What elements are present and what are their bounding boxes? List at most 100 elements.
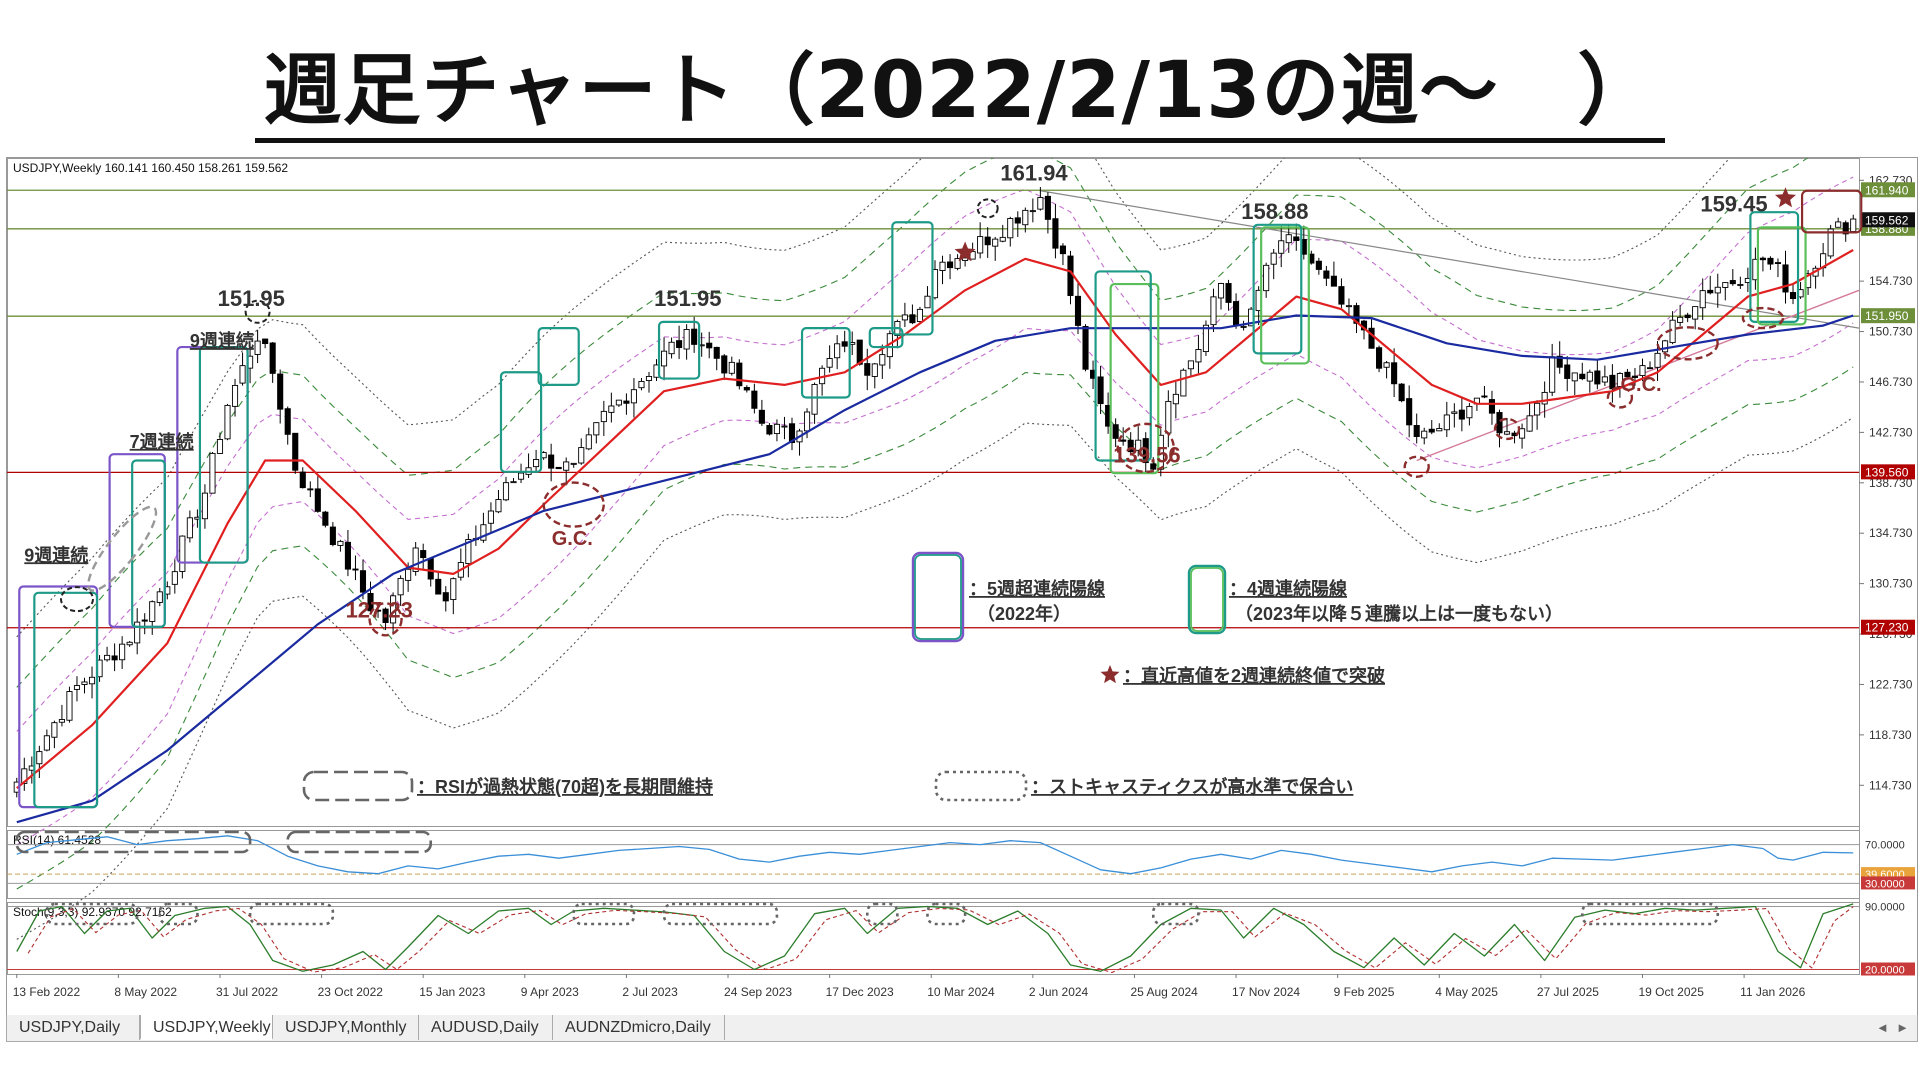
streak-label-1: 7週連続: [130, 431, 194, 452]
candle-body: [66, 691, 73, 721]
candle-body: [21, 768, 28, 784]
tab-audnzdmicro-daily[interactable]: AUDNZDmicro,Daily: [553, 1015, 725, 1040]
price-tick-label: 118.730: [1869, 728, 1912, 742]
level-badge-label-0: 161.940: [1865, 183, 1909, 197]
trendline-resistance: [1040, 190, 1860, 329]
rsi-label: RSI(14) 61.4528: [13, 833, 101, 847]
candle-body: [1029, 210, 1036, 213]
candle-body: [1263, 264, 1270, 292]
candle-body: [864, 363, 871, 376]
candle-body: [442, 592, 449, 602]
candle-body: [736, 362, 743, 387]
candle-body: [510, 481, 517, 484]
legend-teal-subtext: （2023年以降５連騰以上は一度もない）: [1235, 603, 1563, 624]
candle-body: [962, 257, 969, 261]
candle-body: [1556, 355, 1563, 368]
candle-body: [231, 384, 239, 407]
candle-body: [1202, 324, 1210, 353]
candle-body: [337, 540, 344, 546]
tab-usdjpy-daily[interactable]: USDJPY,Daily: [7, 1015, 140, 1040]
candle-body: [1662, 340, 1669, 353]
candle-body: [721, 355, 728, 374]
candle-body: [1421, 430, 1428, 439]
candle-body: [352, 568, 359, 571]
candle-body: [1609, 374, 1616, 390]
low-marker-oval-6: [1656, 326, 1719, 361]
rsi-panel-frame: [7, 830, 1860, 899]
candle-body: [841, 341, 848, 347]
page-title: 週足チャート（2022/2/13の週～ ）: [0, 28, 1920, 143]
candle-body: [1451, 411, 1458, 414]
x-tick-label-14: 4 May 2025: [1435, 985, 1498, 999]
candle-body: [1835, 221, 1842, 228]
envelope-band-1: [16, 417, 1854, 940]
candle-body: [1233, 301, 1240, 326]
candle-body: [36, 751, 43, 765]
candle-body: [480, 524, 487, 541]
tab-usdjpy-weekly[interactable]: USDJPY,Weekly: [140, 1015, 273, 1040]
star-marker-2026: [1775, 187, 1796, 208]
stoch-high-box-8: [1580, 902, 1720, 926]
candle-body: [73, 685, 81, 690]
candle-body: [1443, 414, 1450, 431]
candle-body: [593, 422, 600, 436]
streak-box-10: [891, 221, 934, 336]
candle-body: [630, 389, 637, 404]
stoch-high-box-0: [45, 902, 139, 926]
candle-body: [984, 236, 991, 246]
candle-body: [141, 619, 148, 622]
stoch-tick-label-0: 90.0000: [1865, 902, 1905, 914]
candle-body: [615, 399, 622, 406]
candle-body: [1458, 409, 1465, 420]
legend-star-text: ：直近高値を2週連続終値で突破: [1123, 665, 1385, 686]
legend-teal-text: ：4週連続陽線: [1229, 578, 1347, 599]
legend-rsi-swatch: [302, 770, 414, 802]
price-tick-label: 114.730: [1869, 778, 1912, 792]
candle-body: [1707, 289, 1714, 294]
candle-body: [1541, 391, 1548, 405]
tab-usdjpy-monthly[interactable]: USDJPY,Monthly: [273, 1015, 419, 1040]
candle-body: [1722, 282, 1729, 288]
price-tick-label: 154.730: [1869, 274, 1913, 288]
candle-body: [706, 342, 713, 349]
current-week-box: [1800, 189, 1863, 234]
candle-body: [126, 641, 133, 646]
candle-body: [834, 343, 841, 359]
candle-body: [683, 328, 690, 350]
candle-body: [450, 578, 457, 601]
x-tick-label-6: 2 Jul 2023: [622, 985, 678, 999]
rsi-tick-label-2: 30.0000: [1865, 878, 1905, 890]
candle-body: [1044, 195, 1051, 220]
candle-body: [1180, 369, 1187, 397]
candle-body: [1503, 431, 1511, 435]
x-tick-label-9: 10 Mar 2024: [927, 985, 995, 999]
envelope-band-3: [16, 366, 1854, 890]
candle-body: [134, 621, 141, 644]
stoch-label: Stoch(9,3,3) 92.9370 92.7162: [13, 905, 172, 919]
candle-body: [578, 447, 585, 464]
level-badge-2: [1861, 308, 1915, 324]
price-tick-label: 130.730: [1869, 577, 1913, 591]
stoch-high-box-5: [865, 902, 899, 926]
chart-window[interactable]: 162.730158.730154.730150.730146.730142.7…: [6, 157, 1918, 1017]
tab-scroll-arrows[interactable]: ◄ ►: [1876, 1020, 1909, 1035]
candle-body: [1135, 439, 1142, 451]
chart-canvas[interactable]: 162.730158.730154.730150.730146.730142.7…: [7, 158, 1917, 1016]
candle-body: [600, 410, 607, 423]
x-tick-label-16: 19 Oct 2025: [1638, 985, 1704, 999]
candle-body: [766, 425, 773, 435]
x-tick-label-1: 8 May 2022: [114, 985, 177, 999]
tab-audusd-daily[interactable]: AUDUSD,Daily: [419, 1015, 553, 1040]
level-badge-label-3: 139.560: [1865, 465, 1909, 479]
candle-body: [1225, 283, 1232, 303]
candle-body: [119, 643, 126, 661]
candle-body: [1774, 262, 1782, 265]
star-marker-2024: [954, 241, 976, 262]
candle-body: [1624, 371, 1631, 378]
candle-body: [1729, 280, 1736, 285]
candle-body: [1082, 326, 1089, 370]
candle-body: [517, 472, 525, 480]
stoch-tick-badge-1: [1861, 962, 1915, 976]
candle-body: [1052, 218, 1059, 249]
low-marker-oval-5: [1606, 386, 1634, 409]
